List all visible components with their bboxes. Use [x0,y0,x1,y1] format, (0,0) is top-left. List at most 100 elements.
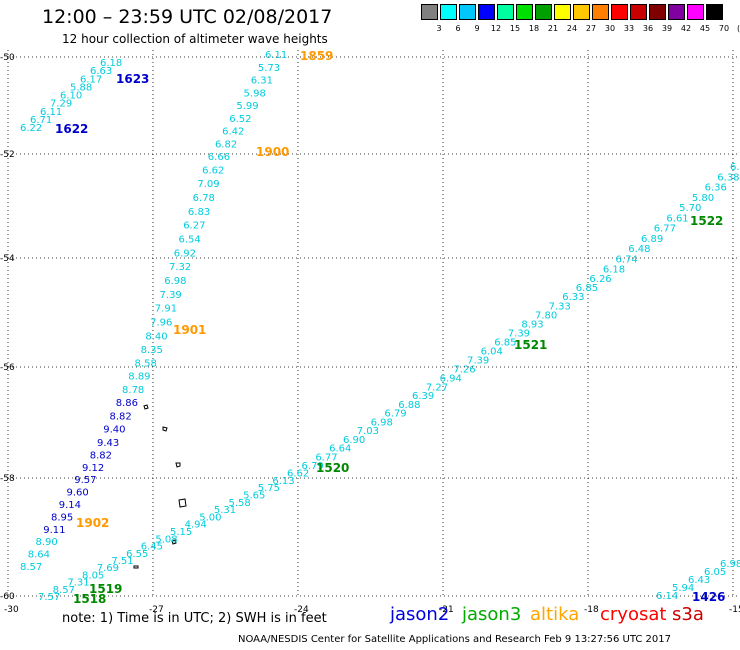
island-6 [133,565,139,569]
wave-height-value: 5.88 [70,82,92,93]
wave-height-value: 5.94 [672,583,694,594]
legend-label: 24 [566,24,578,33]
wave-height-value: 6.89 [641,234,663,245]
wave-height-value: 6.74 [616,254,638,265]
wave-height-value: 9.11 [43,525,65,536]
lon-label: -15 [729,605,740,615]
credit-line: NOAA/NESDIS Center for Satellite Applica… [238,634,671,645]
legend-label: 30 [604,24,616,33]
footnote: note: 1) Time is in UTC; 2) SWH is in fe… [62,611,327,626]
legend-label: 33 [623,24,635,33]
wave-height-value: 7.29 [50,99,72,110]
wave-height-value: 9.12 [82,463,104,474]
wave-height-value: 8.95 [51,512,73,523]
wave-height-value: 5.80 [692,193,714,204]
legend-label: 36 [642,24,654,33]
wave-height-value: 7.03 [357,426,379,437]
wave-height-value: 5.75 [258,483,280,494]
wave-height-value: 9.57 [74,475,96,486]
legend-label: 6 [455,24,461,33]
wave-height-value: 4.94 [185,520,207,531]
wave-height-value: 6.79 [384,409,406,420]
satellite-cryosat: cryosat [600,604,667,625]
wave-height-value: 6.13 [272,476,294,487]
wave-height-value: 7.96 [150,318,172,329]
wave-height-value: 6.45 [141,542,163,553]
island-2 [162,426,168,432]
wave-height-value: 6.90 [343,435,365,446]
legend-swatch [706,4,723,20]
wave-height-value: 8.40 [145,331,167,342]
wave-height-value: 5.73 [258,63,280,74]
wave-height-value: 6.06 [730,162,740,173]
pass-time-label: 1623 [116,72,149,86]
wave-height-value: 5.98 [244,88,266,99]
wave-height-value: 6.10 [60,91,82,102]
wave-height-value: 8.78 [122,385,144,396]
legend-label: (ft) [736,24,740,33]
wave-height-value: 5.00 [199,512,221,523]
wave-height-value: 6.88 [398,400,420,411]
wave-height-value: 6.98 [371,417,393,428]
wave-height-value: 5.31 [214,505,236,516]
wave-height-value: 5.99 [236,101,258,112]
wave-height-value: 6.33 [562,292,584,303]
legend-swatch [554,4,571,20]
legend-label: 21 [547,24,559,33]
lat-lon-grid [7,50,740,598]
wave-height-value: 6.92 [174,248,196,259]
wave-height-value: 5.58 [228,498,250,509]
wave-height-value: 9.40 [103,425,125,436]
wave-height-value: 7.09 [197,179,219,190]
wave-height-value: 5.65 [243,490,265,501]
wave-height-value: 6.42 [222,127,244,138]
wave-height-value: 6.85 [576,283,598,294]
wave-height-value: 7.33 [549,301,571,312]
wave-height-value: 7.32 [169,262,191,273]
wave-height-value: 7.80 [535,310,557,321]
wave-height-value: 6.54 [178,235,200,246]
wave-height-value: 6.36 [705,183,727,194]
legend-swatch [440,4,457,20]
wave-height-value: 8.93 [521,319,543,330]
wave-height-value: 6.48 [628,244,650,255]
wave-height-value: 6.55 [126,549,148,560]
wave-height-value: 6.31 [251,76,273,87]
legend-swatch [649,4,666,20]
pass-time-label: 1859 [300,49,333,63]
wave-height-value: 6.38 [717,172,739,183]
wave-height-value: 8.64 [28,550,50,561]
lat-label: -60 [0,592,15,602]
lon-label: -24 [294,605,309,615]
wave-height-value: 6.61 [666,213,688,224]
legend-label: 45 [699,24,711,33]
wave-height-value: 6.05 [704,567,726,578]
legend-label: 42 [680,24,692,33]
wave-height-value: 7.39 [467,356,489,367]
wave-height-value: 6.98 [720,559,740,570]
legend-swatch [478,4,495,20]
wave-height-value: 8.89 [128,372,150,383]
island-3 [175,462,181,468]
wave-height-value: 7.91 [155,304,177,315]
wave-height-value: 8.57 [53,585,75,596]
lat-label: -58 [0,474,15,484]
wave-height-value: 9.60 [66,488,88,499]
legend-swatch [459,4,476,20]
wave-height-value: 6.79 [302,461,324,472]
wave-height-value: 8.82 [110,411,132,422]
map-subtitle: 12 hour collection of altimeter wave hei… [62,32,328,46]
islands [133,404,187,569]
lon-label: -27 [149,605,164,615]
wave-height-value: 6.27 [183,221,205,232]
pass-time-label: 1900 [256,145,289,159]
wave-height-value: 8.90 [35,537,57,548]
wave-height-value: 6.22 [20,123,42,134]
wave-height-value: 6.77 [315,452,337,463]
wave-height-value: 6.62 [202,165,224,176]
lat-label: -54 [0,254,15,264]
wave-height-value: 8.82 [90,450,112,461]
wave-height-value: 6.39 [412,391,434,402]
axis-labels: -30 -27 -24 -21 -18 -15 -50 -52 -54 -56 -58 -60 [0,53,740,615]
